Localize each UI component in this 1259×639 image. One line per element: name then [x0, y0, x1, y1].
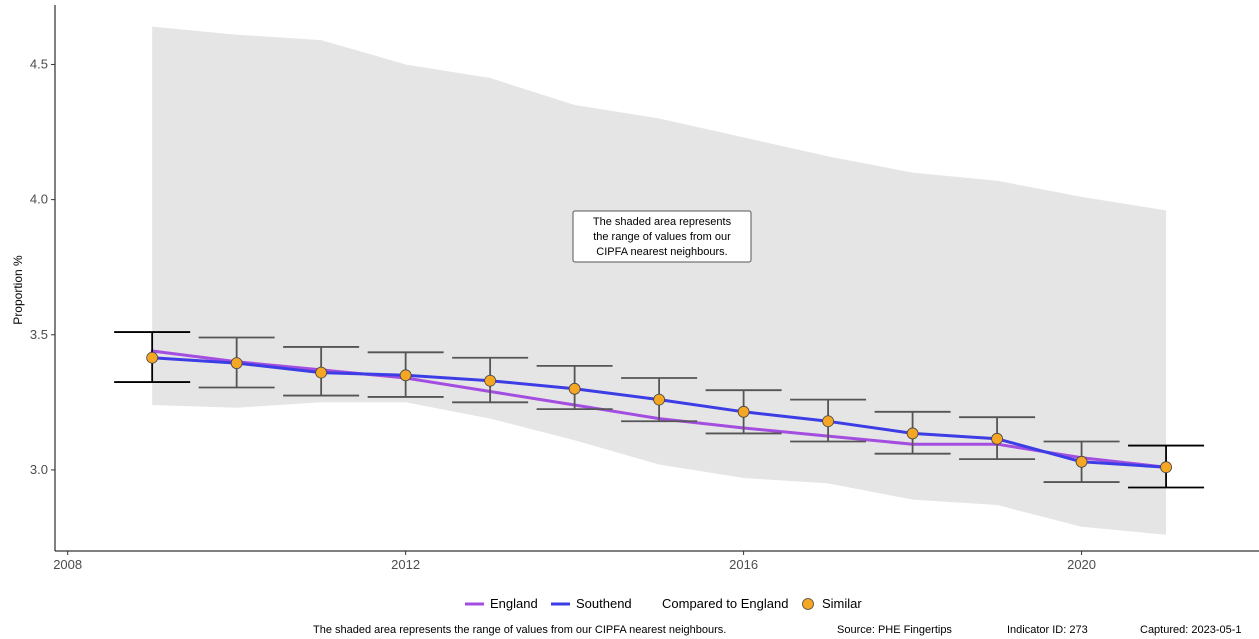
- data-point: [653, 393, 666, 406]
- caption-note: The shaded area represents the range of …: [313, 624, 726, 636]
- y-tick-label: 4.5: [30, 56, 48, 71]
- y-tick-label: 4.0: [30, 192, 48, 207]
- data-point: [146, 351, 159, 364]
- x-tick-label: 2020: [1067, 557, 1096, 572]
- caption: The shaded area represents the range of …: [313, 624, 1242, 636]
- annotation-line-3: CIPFA nearest neighbours.: [596, 246, 727, 258]
- legend-similar-label: Similar: [822, 596, 862, 611]
- y-axis-title: Proportion %: [11, 255, 25, 325]
- legend: England Southend Compared to England Sim…: [465, 596, 862, 611]
- x-tick-label: 2008: [53, 557, 82, 572]
- data-point: [822, 415, 834, 428]
- data-point: [1160, 461, 1172, 474]
- data-point: [315, 366, 328, 379]
- data-point: [230, 357, 243, 370]
- legend-comparison-title: Compared to England: [662, 596, 788, 611]
- annotation-frame: [572, 210, 752, 263]
- data-point: [1075, 455, 1088, 468]
- caption-indicator: Indicator ID: 273: [1007, 624, 1088, 636]
- caption-source: Source: PHE Fingertips: [837, 624, 952, 636]
- legend-england-label: England: [490, 596, 538, 611]
- annotation-line-2: the range of values from our: [593, 231, 731, 243]
- x-tick-label: 2016: [729, 557, 758, 572]
- data-point: [484, 374, 497, 387]
- data-point: [737, 405, 750, 418]
- annotation-line-1: The shaded area represents: [593, 216, 732, 228]
- y-tick-label: 3.0: [30, 462, 48, 477]
- annotation-box: The shaded area represents the range of …: [572, 210, 752, 263]
- legend-southend-label: Southend: [576, 596, 632, 611]
- range-band: [152, 26, 1167, 535]
- x-tick-label: 2012: [391, 557, 420, 572]
- legend-similar-marker: [802, 598, 814, 610]
- data-point: [399, 369, 412, 382]
- caption-captured: Captured: 2023-05-1: [1140, 624, 1242, 636]
- y-tick-label: 3.5: [30, 327, 48, 342]
- data-point: [568, 382, 581, 395]
- data-point: [991, 432, 1003, 445]
- data-point: [906, 427, 919, 440]
